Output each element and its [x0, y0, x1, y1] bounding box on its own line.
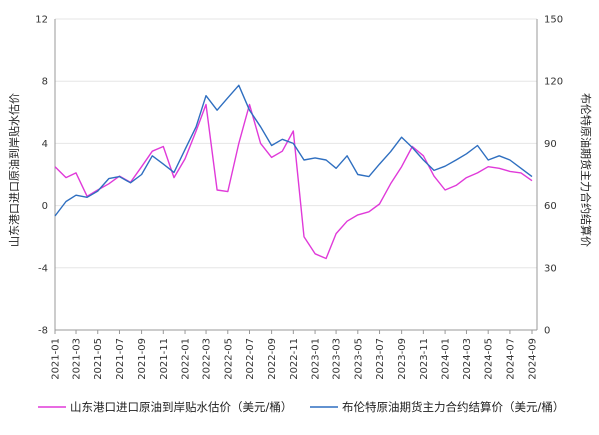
axes [54, 19, 538, 331]
left-y-tick-label-4: 8 [42, 77, 48, 88]
x-tick-label-5: 2021-11 [159, 338, 170, 380]
right-y-tick-label-3: 90 [544, 139, 557, 150]
x-tick-label-7: 2022-03 [202, 338, 213, 380]
x-tick-label-1: 2021-03 [72, 338, 83, 380]
right-y-tick-label-2: 60 [544, 201, 557, 212]
left-y-tick-label-5: 12 [35, 15, 48, 26]
x-tick-label-20: 2024-05 [484, 338, 495, 380]
right-y-tick-label-5: 150 [544, 15, 563, 26]
x-tick-label-11: 2022-11 [289, 338, 300, 380]
x-tick-label-8: 2022-05 [223, 338, 234, 380]
x-tick-label-16: 2023-09 [397, 338, 408, 380]
x-tick-label-22: 2024-09 [528, 338, 539, 380]
x-tick-label-3: 2021-07 [115, 338, 126, 380]
legend: 山东港口进口原油到岸贴水估价（美元/桶） 布伦特原油期货主力合约结算价（美元/桶… [38, 400, 564, 414]
x-tick-label-21: 2024-07 [505, 338, 516, 380]
x-tick-label-12: 2023-01 [311, 338, 322, 380]
x-tick-label-18: 2024-01 [441, 338, 452, 380]
left-y-tick-label-1: -4 [38, 263, 48, 274]
x-tick-label-10: 2022-09 [267, 338, 278, 380]
legend-label-brent: 布伦特原油期货主力合约结算价（美元/桶） [342, 400, 564, 414]
legend-label-shandong: 山东港口进口原油到岸贴水估价（美元/桶） [70, 400, 292, 414]
left-y-ticks: -8 -4 0 4 8 12 [35, 15, 48, 337]
series-line-brent [54, 84, 533, 217]
right-y-ticks: 0 30 60 90 120 150 [544, 15, 563, 337]
x-tick-label-2: 2021-05 [93, 338, 104, 380]
right-axis-title: 布伦特原油期货主力合约结算价 [579, 93, 593, 247]
x-tick-label-9: 2022-07 [245, 338, 256, 380]
right-y-tick-label-1: 30 [544, 263, 557, 274]
left-y-tick-label-2: 0 [42, 201, 48, 212]
gridlines [55, 18, 537, 331]
x-tick-label-4: 2021-09 [137, 338, 148, 380]
x-tick-label-6: 2022-01 [181, 338, 192, 380]
left-axis-title: 山东港口进口原油到岸贴水估价 [7, 93, 21, 247]
series-line-shandong [54, 103, 533, 260]
series-lines [54, 84, 533, 260]
left-y-tick-label-0: -8 [38, 326, 48, 337]
x-ticks: 2021-01 2021-03 2021-05 2021-07 2021-09 2021-… [51, 330, 539, 380]
right-y-tick-label-4: 120 [544, 77, 563, 88]
x-tick-label-19: 2024-03 [462, 338, 473, 380]
x-tick-label-0: 2021-01 [51, 338, 62, 380]
x-tick-label-13: 2023-03 [332, 338, 343, 380]
x-tick-label-14: 2023-05 [353, 338, 364, 380]
left-y-tick-label-3: 4 [42, 139, 48, 150]
x-tick-label-17: 2023-11 [419, 338, 430, 380]
x-tick-label-15: 2023-07 [375, 338, 386, 380]
right-y-tick-label-0: 0 [544, 326, 550, 337]
